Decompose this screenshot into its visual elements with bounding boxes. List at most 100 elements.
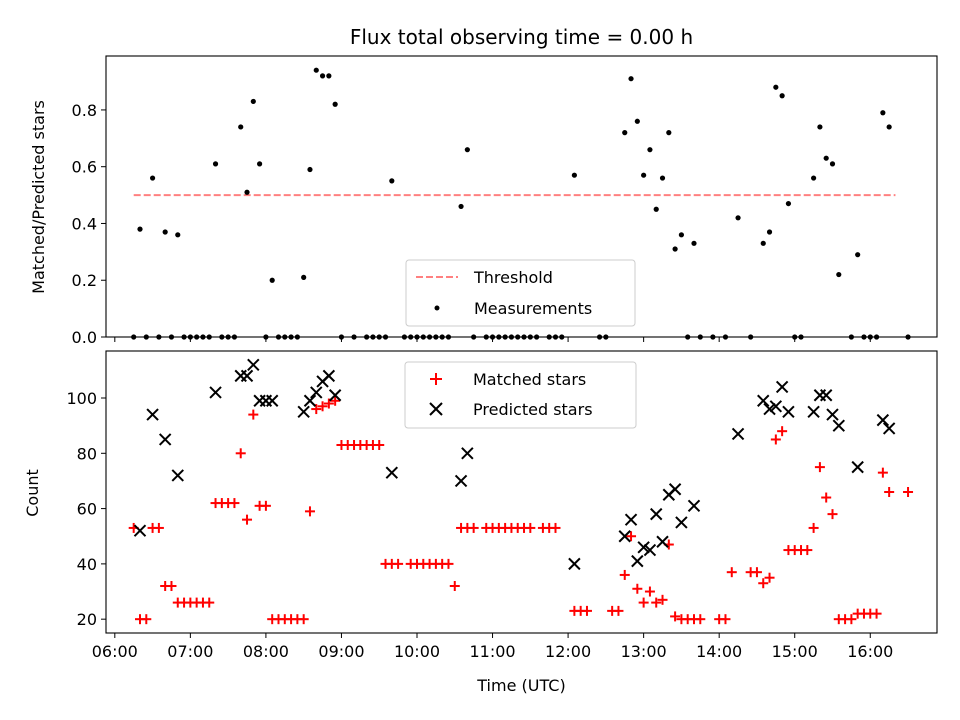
predicted-stars-points [133,358,896,571]
bottom-x-ticks: 06:00 07:00 08:00 09:00 10:00 11:00 12:00 13:00… [92,633,893,661]
predicted-star-point [328,389,342,402]
predicted-stars-legend-swatch [429,402,443,416]
matched-star-point [626,531,637,542]
matched-star-point [550,522,561,533]
matched-star-point [260,500,271,511]
predicted-star-point [618,530,631,543]
threshold-legend-label: Threshold [473,268,553,287]
matched-star-point [846,614,857,625]
measurements-legend-label: Measurements [474,299,592,318]
x-tick-label: 08:00 [243,642,289,661]
top-panel: Matched/Predicted stars 0.00.20.40.60.8 … [29,55,938,347]
measurement-point [307,166,313,173]
matched-star-point [670,611,681,622]
bottom-y-tick-label: 80 [77,444,97,463]
predicted-star-point [240,369,254,383]
matched-star-point [758,578,769,589]
matched-star-point [229,498,240,509]
measurement-point [238,124,244,130]
bottom-plot-frame [105,350,938,634]
predicted-star-point [851,460,864,474]
bottom-y-tick-label: 100 [66,389,97,408]
matched-star-point [751,567,762,578]
matched-star-point [638,597,649,608]
matched-star-point [695,614,706,625]
predicted-star-point [731,427,745,441]
matched-star-point [777,426,788,437]
measurement-point [836,271,842,278]
matched-star-point [814,462,825,473]
measurement-point [691,240,697,246]
x-tick-label: 11:00 [469,642,515,661]
predicted-star-point [454,474,468,488]
predicted-star-point [675,516,688,529]
measurement-point [301,274,307,280]
measurement-point [785,200,792,207]
predicted-star-point [757,394,770,407]
predicted-star-point [624,513,638,526]
measurement-point [313,67,319,73]
predicted-star-point [322,369,336,383]
predicted-stars-legend-label: Predicted stars [473,400,593,419]
measurement-point [175,232,181,238]
matched-star-point [726,567,737,578]
x-tick-label: 07:00 [167,642,213,661]
matched-star-point [141,614,152,625]
x-tick-label: 10:00 [394,642,440,661]
matched-star-point [821,492,832,503]
matched-star-point [644,586,655,597]
predicted-star-point [650,507,663,521]
predicted-star-point [297,405,310,419]
bottom-y-ticks: 20 40 60 80 100 [66,389,106,629]
predicted-star-point [807,405,820,419]
x-tick-label: 09:00 [318,642,364,661]
top-y-tick-label: 0.6 [72,158,97,177]
predicted-star-point [385,466,399,479]
matched-star-point [248,409,259,420]
matched-star-point [802,545,813,556]
measurement-point [326,73,332,79]
bottom-y-axis-label: Count [23,469,42,517]
matched-star-point [903,487,914,497]
measurement-point [571,172,577,178]
measurement-point [332,101,338,107]
measurement-point [319,73,326,79]
predicted-star-point [247,358,260,372]
matched-star-point [374,440,385,450]
x-tick-label: 16:00 [847,642,893,661]
matched-star-point [884,487,895,497]
matched-stars-points [128,395,914,625]
x-axis-label: Time (UTC) [476,676,565,695]
measurement-point [855,252,861,258]
measurement-point [886,124,892,130]
x-tick-label: 15:00 [772,642,818,661]
predicted-star-point [782,405,795,419]
predicted-star-point [876,413,890,427]
measurement-point [628,76,634,82]
matched-star-point [651,597,662,608]
measurement-point [779,93,785,99]
top-y-tick-label: 0.2 [72,271,97,290]
matched-star-point [393,558,404,569]
matched-star-point [770,434,781,445]
bottom-legend-box [404,361,637,429]
top-y-tick-label: 0.4 [72,214,97,233]
top-y-axis-label: Matched/Predicted stars [29,100,48,294]
measurement-point [149,175,156,181]
measurement-point [244,189,250,195]
bottom-legend: Matched stars Predicted stars [404,361,637,429]
top-legend: Threshold Measurements [405,259,636,327]
predicted-star-point [310,386,323,399]
matched-star-point [166,581,177,591]
matched-star-point [242,514,253,525]
measurement-point [389,178,395,184]
top-y-tick-label: 0.8 [72,101,97,120]
measurement-point [137,226,143,232]
predicted-star-point [303,394,317,407]
measurement-point [735,215,741,221]
bottom-y-tick-label: 60 [77,500,97,519]
predicted-star-point [643,543,657,557]
measurement-point [823,155,829,161]
top-y-ticks: 0.0 0.2 0.4 0.6 0.8 [72,101,106,347]
